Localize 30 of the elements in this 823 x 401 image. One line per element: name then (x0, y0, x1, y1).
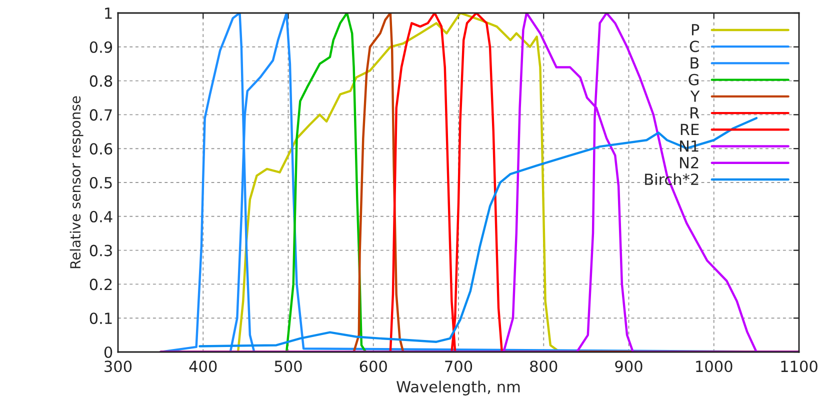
y-tick-label: 0.8 (90, 75, 112, 87)
x-tick-label: 400 (189, 360, 217, 372)
x-tick-label: 800 (530, 360, 558, 372)
legend-label: R (690, 107, 700, 118)
y-tick-label: 0.1 (90, 312, 112, 324)
y-tick-label: 0.4 (90, 210, 112, 222)
y-tick-label: 0.6 (90, 143, 112, 155)
x-tick-label: 300 (104, 360, 132, 372)
x-axis-title: Wavelength, nm (396, 380, 520, 396)
x-tick-label: 600 (360, 360, 387, 372)
x-tick-label: 900 (615, 360, 642, 372)
y-tick-label: 0.3 (90, 244, 112, 256)
x-tick-label: 1000 (696, 360, 732, 372)
legend-label: C (690, 40, 699, 52)
x-tick-label: 700 (445, 360, 472, 372)
legend-label: N2 (680, 156, 698, 168)
y-tick-label: 0.9 (90, 41, 112, 53)
legend-label: G (688, 74, 698, 86)
x-tick-label: 1100 (781, 360, 818, 372)
y-tick-label: 0.5 (90, 176, 112, 189)
legend-label: P (692, 24, 700, 36)
x-tick-label: 500 (274, 360, 302, 372)
y-tick-label: 0 (104, 346, 112, 358)
y-tick-label: 0.2 (90, 278, 112, 290)
legend-label: B (690, 57, 699, 69)
y-axis-title: Relative sensor response (70, 96, 84, 268)
y-tick-label: 0.7 (90, 109, 112, 121)
legend-label: Y (690, 90, 700, 102)
y-tick-label: 1 (105, 8, 112, 19)
legend-label: RE (680, 124, 699, 136)
